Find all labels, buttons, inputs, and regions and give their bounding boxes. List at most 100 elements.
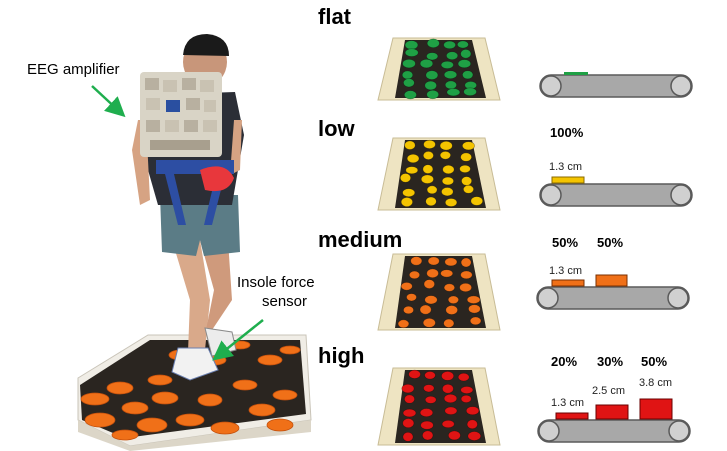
- terrain-disc: [423, 384, 435, 393]
- terrain-disc: [403, 90, 417, 100]
- percent-high-3: 50%: [641, 354, 667, 369]
- terrain-disc: [460, 49, 472, 59]
- terrain-disc: [443, 70, 458, 79]
- terrain-disc: [456, 40, 469, 49]
- terrain-disc: [446, 51, 459, 61]
- terrain-disc: [423, 139, 436, 149]
- terrain-disc: [424, 80, 437, 91]
- terrain-disc: [439, 141, 453, 151]
- terrain-disc: [402, 408, 417, 418]
- terrain-disc: [403, 78, 415, 88]
- condition-row-flat: flat: [318, 4, 693, 101]
- terrain-disc: [440, 269, 454, 278]
- mini-treadmill-flat: [377, 37, 501, 101]
- terrain-disc: [466, 406, 480, 416]
- belt-diagram-medium: [536, 274, 690, 310]
- terrain-discs-low: [399, 139, 483, 207]
- condition-row-medium: medium 50% 50% 1.3 cm: [318, 227, 690, 331]
- belt-diagram-low: [539, 176, 693, 207]
- terrain-disc: [459, 282, 472, 292]
- terrain-disc: [424, 295, 438, 305]
- block-medium-2: [595, 274, 628, 287]
- terrain-disc: [447, 295, 459, 304]
- flat-surface-marker: [564, 72, 588, 75]
- terrain-disc: [467, 431, 481, 441]
- terrain-disc: [443, 393, 458, 404]
- percent-medium-2: 50%: [597, 235, 623, 250]
- terrain-disc: [425, 196, 437, 207]
- terrain-disc: [419, 58, 434, 69]
- terrain-disc: [408, 270, 420, 280]
- percent-high-1: 20%: [551, 354, 577, 369]
- terrain-disc: [443, 318, 455, 328]
- terrain-disc: [443, 283, 456, 292]
- terrain-disc: [402, 418, 415, 428]
- terrain-disc: [402, 58, 416, 69]
- terrain-disc: [402, 431, 414, 442]
- condition-label-medium: medium: [318, 227, 402, 252]
- insole-sensor-label-line2: sensor: [262, 293, 307, 310]
- terrain-disc: [401, 70, 414, 80]
- condition-row-low: low 100% 1.3 cm: [318, 116, 693, 211]
- height-low-1: 1.3 cm: [549, 161, 582, 173]
- terrain-disc: [444, 406, 458, 415]
- terrain-disc: [426, 52, 439, 61]
- block-low-1: [551, 176, 585, 184]
- terrain-disc: [468, 304, 481, 314]
- terrain-disc: [469, 316, 482, 326]
- terrain-disc: [459, 164, 471, 173]
- terrain-disc: [408, 369, 421, 379]
- terrain-disc: [463, 87, 477, 96]
- eeg-amplifier-label: EEG amplifier: [27, 61, 120, 78]
- terrain-disc: [442, 383, 454, 394]
- terrain-disc: [397, 319, 410, 329]
- terrain-disc: [426, 185, 438, 195]
- terrain-disc: [462, 70, 474, 80]
- terrain-disc: [445, 198, 458, 207]
- terrain-disc: [457, 372, 470, 382]
- terrain-disc: [422, 151, 434, 160]
- block-medium-1: [551, 279, 585, 287]
- terrain-disc: [405, 166, 419, 175]
- height-medium-1: 1.3 cm: [549, 265, 582, 277]
- terrain-discs-high: [401, 369, 481, 442]
- terrain-disc: [425, 70, 439, 80]
- terrain-disc: [427, 256, 440, 266]
- terrain-disc: [400, 197, 413, 207]
- terrain-disc: [463, 185, 474, 194]
- terrain-disc: [423, 279, 435, 289]
- terrain-disc: [462, 141, 475, 151]
- terrain-disc: [441, 176, 454, 186]
- mini-treadmill-medium: [377, 253, 501, 331]
- terrain-disc: [410, 256, 423, 266]
- terrain-disc: [460, 270, 473, 280]
- terrain-discs-flat: [401, 38, 477, 100]
- terrain-disc: [422, 164, 434, 174]
- condition-label-low: low: [318, 116, 356, 141]
- terrain-disc: [441, 371, 454, 381]
- large-treadmill: [77, 334, 312, 451]
- terrain-disc: [460, 386, 474, 394]
- block-high-3: [639, 398, 673, 420]
- terrain-disc: [446, 88, 461, 97]
- terrain-disc: [470, 196, 483, 206]
- terrain-disc: [448, 430, 461, 441]
- terrain-discs-medium: [397, 256, 482, 329]
- mini-treadmill-low: [377, 137, 501, 211]
- terrain-disc: [444, 80, 457, 90]
- participant-photo: [77, 34, 312, 451]
- block-high-2: [595, 404, 629, 420]
- terrain-disc: [426, 268, 439, 278]
- insole-sensor-label-line1: Insole force: [237, 274, 315, 291]
- terrain-disc: [406, 153, 420, 164]
- terrain-disc: [404, 48, 419, 57]
- terrain-disc: [399, 173, 411, 183]
- percent-low-1: 100%: [550, 125, 584, 140]
- terrain-disc: [424, 371, 436, 380]
- terrain-disc: [441, 187, 454, 197]
- height-high-3: 3.8 cm: [639, 377, 672, 389]
- terrain-disc: [457, 59, 472, 69]
- belt-diagram-flat: [539, 72, 693, 98]
- terrain-disc: [445, 305, 458, 315]
